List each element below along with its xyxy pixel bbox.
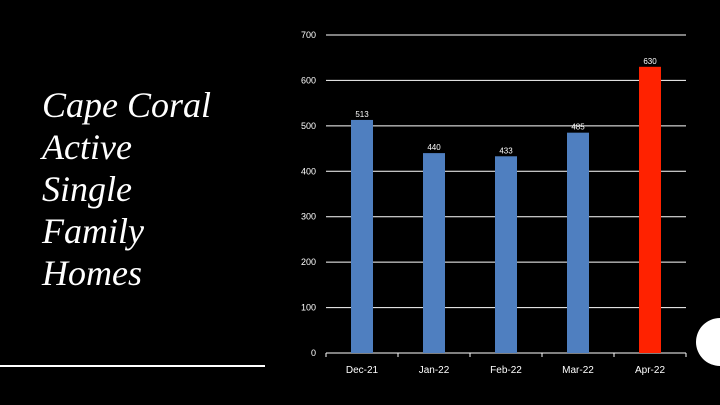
data-label: 440 (427, 143, 441, 152)
y-tick-label: 600 (301, 75, 316, 85)
y-tick-label: 300 (301, 212, 316, 222)
y-tick-label: 700 (301, 30, 316, 40)
title-line-2: Active (42, 127, 132, 167)
y-tick-label: 500 (301, 121, 316, 131)
slide-title: Cape Coral Active Single Family Homes (42, 84, 272, 294)
title-line-4: Family (42, 211, 144, 251)
bar (423, 153, 445, 353)
data-label: 513 (355, 110, 369, 119)
bar (351, 119, 373, 353)
title-line-3: Single (42, 169, 132, 209)
data-label: 485 (571, 123, 585, 132)
data-label: 433 (499, 146, 513, 155)
data-label: 630 (643, 57, 657, 66)
x-tick-label: Apr-22 (635, 365, 665, 376)
x-tick-label: Mar-22 (562, 365, 594, 376)
y-tick-label: 400 (301, 166, 316, 176)
y-tick-label: 0 (311, 348, 316, 358)
bar (567, 132, 589, 353)
title-line-1: Cape Coral (42, 85, 212, 125)
x-tick-label: Dec-21 (346, 365, 379, 376)
y-tick-label: 200 (301, 257, 316, 267)
bar (495, 156, 517, 353)
x-tick-label: Jan-22 (419, 365, 450, 376)
title-underline (0, 365, 265, 367)
title-line-5: Homes (42, 253, 142, 293)
x-tick-label: Feb-22 (490, 365, 522, 376)
bar (639, 66, 661, 354)
y-tick-label: 100 (301, 303, 316, 313)
